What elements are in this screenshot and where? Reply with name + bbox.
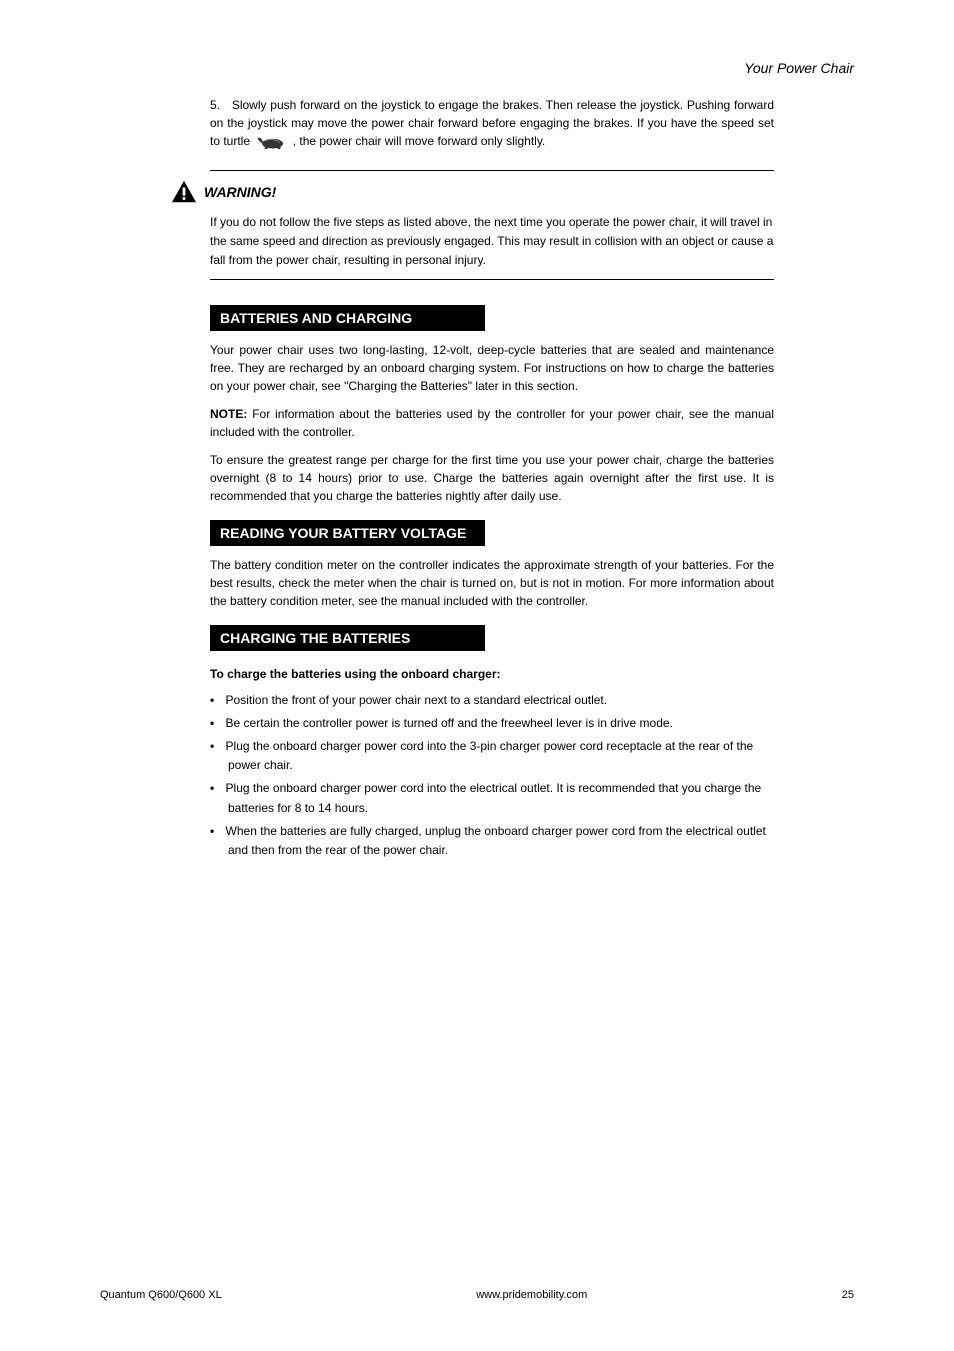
heading-batteries: BATTERIES AND CHARGING [210, 305, 485, 331]
warning-header: WARNING! [210, 179, 774, 205]
section-step-5: 5. Slowly push forward on the joystick t… [210, 96, 774, 150]
step-number: 5. [210, 98, 220, 112]
charging-bullets: Position the front of your power chair n… [210, 691, 774, 861]
warning-text: If you do not follow the five steps as l… [210, 213, 774, 271]
footer-left: Quantum Q600/Q600 XL [100, 1289, 222, 1301]
reading-para: The battery condition meter on the contr… [210, 556, 774, 610]
bullet-4: Plug the onboard charger power cord into… [210, 779, 774, 817]
header-text: Your Power Chair [744, 60, 854, 76]
heading-reading-voltage: READING YOUR BATTERY VOLTAGE [210, 520, 485, 546]
batteries-para1: Your power chair uses two long-lasting, … [210, 341, 774, 395]
batteries-para2: To ensure the greatest range per charge … [210, 451, 774, 505]
heading-charging: CHARGING THE BATTERIES [210, 625, 485, 651]
note-text: For information about the batteries used… [210, 407, 774, 439]
charging-subheading: To charge the batteries using the onboar… [210, 667, 774, 681]
turtle-icon [255, 134, 287, 150]
bullet-3: Plug the onboard charger power cord into… [210, 737, 774, 775]
bullet-5: When the batteries are fully charged, un… [210, 822, 774, 860]
warning-label: WARNING! [204, 184, 276, 200]
bullet-1: Position the front of your power chair n… [210, 691, 774, 710]
warning-triangle-icon [170, 179, 198, 205]
bullet-2: Be certain the controller power is turne… [210, 714, 774, 733]
note-label: NOTE: [210, 407, 247, 421]
step-text-after: , the power chair will move forward only… [293, 134, 546, 148]
page-header: Your Power Chair [100, 60, 854, 76]
batteries-note: NOTE: For information about the batterie… [210, 405, 774, 441]
main-content: 5. Slowly push forward on the joystick t… [210, 96, 774, 860]
footer-page: 25 [842, 1289, 854, 1301]
warning-box: WARNING! If you do not follow the five s… [210, 170, 774, 280]
page-footer: Quantum Q600/Q600 XL www.pridemobility.c… [100, 1289, 854, 1301]
footer-center: www.pridemobility.com [476, 1289, 587, 1301]
